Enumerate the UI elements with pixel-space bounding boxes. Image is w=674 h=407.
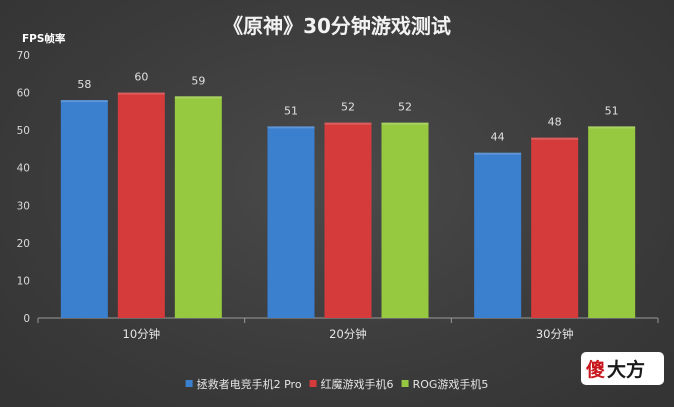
y-tick-label: 60 <box>17 88 30 100</box>
data-label: 44 <box>491 131 505 144</box>
bar-highlight <box>117 92 165 95</box>
y-tick-label: 0 <box>23 313 30 325</box>
category-label: 20分钟 <box>329 327 367 341</box>
category-label-layer: 10分钟 20分钟 30分钟 <box>123 327 574 341</box>
data-label: 51 <box>605 104 619 117</box>
bar-highlight <box>474 152 522 155</box>
bar-layer <box>60 92 636 318</box>
y-tick-label: 30 <box>17 200 30 212</box>
data-label: 51 <box>284 104 298 117</box>
legend-label: 拯救者电竞手机2 Pro <box>197 377 302 391</box>
bar <box>531 137 579 318</box>
watermark-char-1: 傻 <box>586 358 605 381</box>
bar-highlight <box>267 126 315 129</box>
bar <box>588 126 636 318</box>
bar <box>117 92 165 318</box>
data-label: 52 <box>398 101 412 114</box>
bar-highlight <box>381 122 429 125</box>
data-label: 60 <box>134 71 148 84</box>
y-tick-label: 10 <box>17 275 30 287</box>
y-tick-label: 40 <box>17 163 30 175</box>
bar <box>267 126 315 318</box>
y-tick-label: 50 <box>17 125 30 137</box>
bar-highlight <box>324 122 372 125</box>
bar <box>381 122 429 318</box>
bar <box>174 96 222 318</box>
data-label-layer: 58 60 59 51 52 52 44 48 51 <box>77 71 618 144</box>
data-label: 52 <box>341 101 355 114</box>
y-tick-label: 20 <box>17 238 30 250</box>
watermark-char-2: 大方 <box>607 358 645 381</box>
data-label: 48 <box>548 116 562 129</box>
legend-swatch <box>401 380 409 387</box>
bar-highlight <box>174 96 222 99</box>
legend-swatch <box>309 380 317 387</box>
category-label: 30分钟 <box>536 327 574 341</box>
legend-label: 红魔游戏手机6 <box>321 377 394 391</box>
legend-swatch <box>185 380 193 387</box>
bar-highlight <box>531 137 579 140</box>
bar <box>474 152 522 318</box>
watermark-background <box>581 352 664 385</box>
x-axis-tick-marks <box>37 318 659 323</box>
bar-highlight <box>588 126 636 129</box>
bar-highlight <box>60 100 108 103</box>
y-axis-label: FPS帧率 <box>22 32 66 45</box>
data-label: 58 <box>77 78 91 91</box>
y-axis-ticks: 0 10 20 30 40 50 60 70 <box>17 50 30 325</box>
y-tick-label: 70 <box>17 50 30 62</box>
bar <box>60 100 108 318</box>
legend: 拯救者电竞手机2 Pro 红魔游戏手机6 ROG游戏手机5 <box>185 377 489 391</box>
category-label: 10分钟 <box>123 327 161 341</box>
legend-label: ROG游戏手机5 <box>413 377 489 391</box>
data-label: 59 <box>191 74 205 87</box>
chart-title: 《原神》30分钟游戏测试 <box>223 14 451 38</box>
bar <box>324 122 372 318</box>
watermark-logo: 傻 大方 <box>581 352 664 385</box>
